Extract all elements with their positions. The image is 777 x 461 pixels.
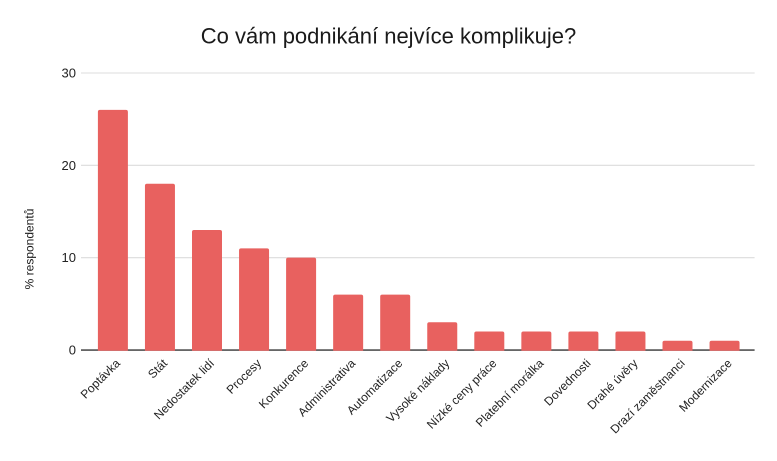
svg-text:20: 20 [62, 158, 76, 173]
svg-text:% respondentů: % respondentů [22, 209, 36, 290]
svg-text:0: 0 [69, 343, 76, 358]
svg-text:10: 10 [62, 250, 76, 265]
svg-text:30: 30 [62, 66, 76, 81]
svg-text:Co vám podnikání nejvíce kompl: Co vám podnikání nejvíce komplikuje? [201, 24, 576, 49]
